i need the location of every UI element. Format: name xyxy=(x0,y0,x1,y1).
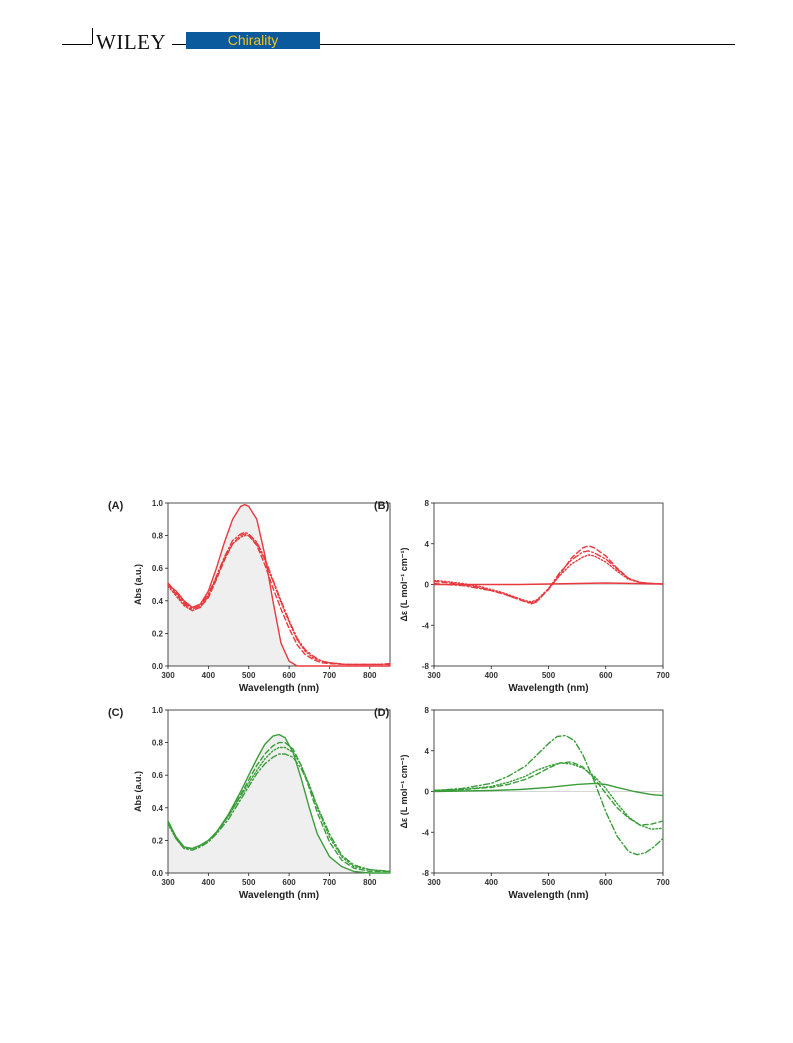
panel-0-ytick-label-0.2: 0.2 xyxy=(152,629,164,638)
panel-3-series-dot-line xyxy=(433,762,664,830)
panel-1-ytick-label-8: 8 xyxy=(425,499,430,508)
panel-0-xtick-label-500: 500 xyxy=(242,671,256,680)
panel-2-xtick-label-600: 600 xyxy=(282,878,296,887)
panel-2-xtick-label-800: 800 xyxy=(363,878,377,887)
panel-1-ytick-label--4: -4 xyxy=(422,621,430,630)
panel-0-xtick-label-600: 600 xyxy=(282,671,296,680)
panel-1-series-dashdot-line xyxy=(433,550,664,605)
header-rule-right xyxy=(320,44,735,45)
panel-0-xtick-label-400: 400 xyxy=(202,671,216,680)
panel-1-x-axis-title: Wavelength (nm) xyxy=(508,683,588,694)
panel-2-xtick-label-700: 700 xyxy=(323,878,337,887)
journal-badge: Chirality xyxy=(186,32,320,49)
panel-0-shaded-area xyxy=(168,504,390,666)
panel-0-xtick-label-800: 800 xyxy=(363,671,377,680)
panel-1-xtick-label-500: 500 xyxy=(542,671,556,680)
panel-3-ytick-label-8: 8 xyxy=(425,706,430,715)
panel-0-series-dot-line xyxy=(167,534,391,666)
header-tick xyxy=(92,28,93,44)
panel-2-ytick-label-0.0: 0.0 xyxy=(152,869,164,878)
panel-0-ytick-label-0.4: 0.4 xyxy=(152,597,164,606)
panel-2-xtick-label-500: 500 xyxy=(242,878,256,887)
panel-3-ytick-label-0: 0 xyxy=(425,788,430,797)
panel-1-y-axis-title: Δε (L mol⁻¹ cm⁻¹) xyxy=(399,547,409,621)
panel-3-xtick-label-600: 600 xyxy=(599,878,613,887)
panel-2-x-axis-title: Wavelength (nm) xyxy=(239,890,319,901)
panel-0-xtick-label-700: 700 xyxy=(323,671,337,680)
panel-3-series-dashdot-line xyxy=(433,734,664,856)
panel-1-xtick-label-400: 400 xyxy=(485,671,499,680)
panel-2-panel-label: (C) xyxy=(108,707,124,719)
publisher-logo: WILEY xyxy=(96,30,167,54)
panel-3-xtick-label-300: 300 xyxy=(427,878,441,887)
panel-1-xtick-label-300: 300 xyxy=(427,671,441,680)
panel-2-xtick-label-300: 300 xyxy=(161,878,175,887)
panel-2-y-axis-title: Abs (a.u.) xyxy=(133,771,143,812)
panel-1-series-dash-line xyxy=(433,545,664,604)
panel-3-panel-label: (D) xyxy=(374,707,390,719)
panel-1-ytick-label--8: -8 xyxy=(422,662,430,671)
panel-3-y-axis-title: Δε (L mol⁻¹ cm⁻¹) xyxy=(399,754,409,828)
panel-3-x-axis-title: Wavelength (nm) xyxy=(508,890,588,901)
panel-2-xtick-label-400: 400 xyxy=(202,878,216,887)
panel-2-series-dashdot-line xyxy=(167,753,391,873)
panel-2-series-dot-line xyxy=(167,746,391,873)
panel-2-frame xyxy=(167,709,391,874)
panel-1-xtick-label-600: 600 xyxy=(599,671,613,680)
panel-1-ytick-label-0: 0 xyxy=(425,581,430,590)
panel-2-ytick-label-0.4: 0.4 xyxy=(152,804,164,813)
panel-3-ytick-label--8: -8 xyxy=(422,869,430,878)
panel-2-shaded-area xyxy=(168,734,390,873)
panel-2-ytick-label-1.0: 1.0 xyxy=(152,706,164,715)
panel-2-ytick-label-0.8: 0.8 xyxy=(152,739,164,748)
panel-0-ytick-label-0.6: 0.6 xyxy=(152,564,164,573)
header-rule-mid xyxy=(172,44,186,45)
panel-0-xtick-label-300: 300 xyxy=(161,671,175,680)
panel-3-xtick-label-500: 500 xyxy=(542,878,556,887)
panel-1-ytick-label-4: 4 xyxy=(425,540,430,549)
panel-3-series-solid-line xyxy=(433,782,664,797)
panel-0-ytick-label-0.8: 0.8 xyxy=(152,532,164,541)
panel-3-xtick-label-400: 400 xyxy=(485,878,499,887)
panel-0-ytick-label-1.0: 1.0 xyxy=(152,499,164,508)
panel-0-series-dash-line xyxy=(167,533,391,666)
panel-0-panel-label: (A) xyxy=(108,500,124,512)
panel-0-y-axis-title: Abs (a.u.) xyxy=(133,564,143,605)
header-rule-left xyxy=(62,44,92,45)
panel-2-ytick-label-0.6: 0.6 xyxy=(152,771,164,780)
panel-3-ytick-label--4: -4 xyxy=(422,828,430,837)
panel-3-series-dash-line xyxy=(433,761,664,826)
panel-2-series-dash-line xyxy=(167,741,391,873)
panel-1-series-dot-line xyxy=(433,554,664,603)
panel-0-ytick-label-0.0: 0.0 xyxy=(152,662,164,671)
panel-3-xtick-label-700: 700 xyxy=(656,878,670,887)
panel-1-panel-label: (B) xyxy=(374,500,390,512)
panel-0-series-solid-line xyxy=(167,503,391,667)
panel-3-ytick-label-4: 4 xyxy=(425,747,430,756)
panel-0-series-dashdot-line xyxy=(167,531,391,666)
panel-0-x-axis-title: Wavelength (nm) xyxy=(239,683,319,694)
panel-1-xtick-label-700: 700 xyxy=(656,671,670,680)
panel-2-ytick-label-0.2: 0.2 xyxy=(152,836,164,845)
